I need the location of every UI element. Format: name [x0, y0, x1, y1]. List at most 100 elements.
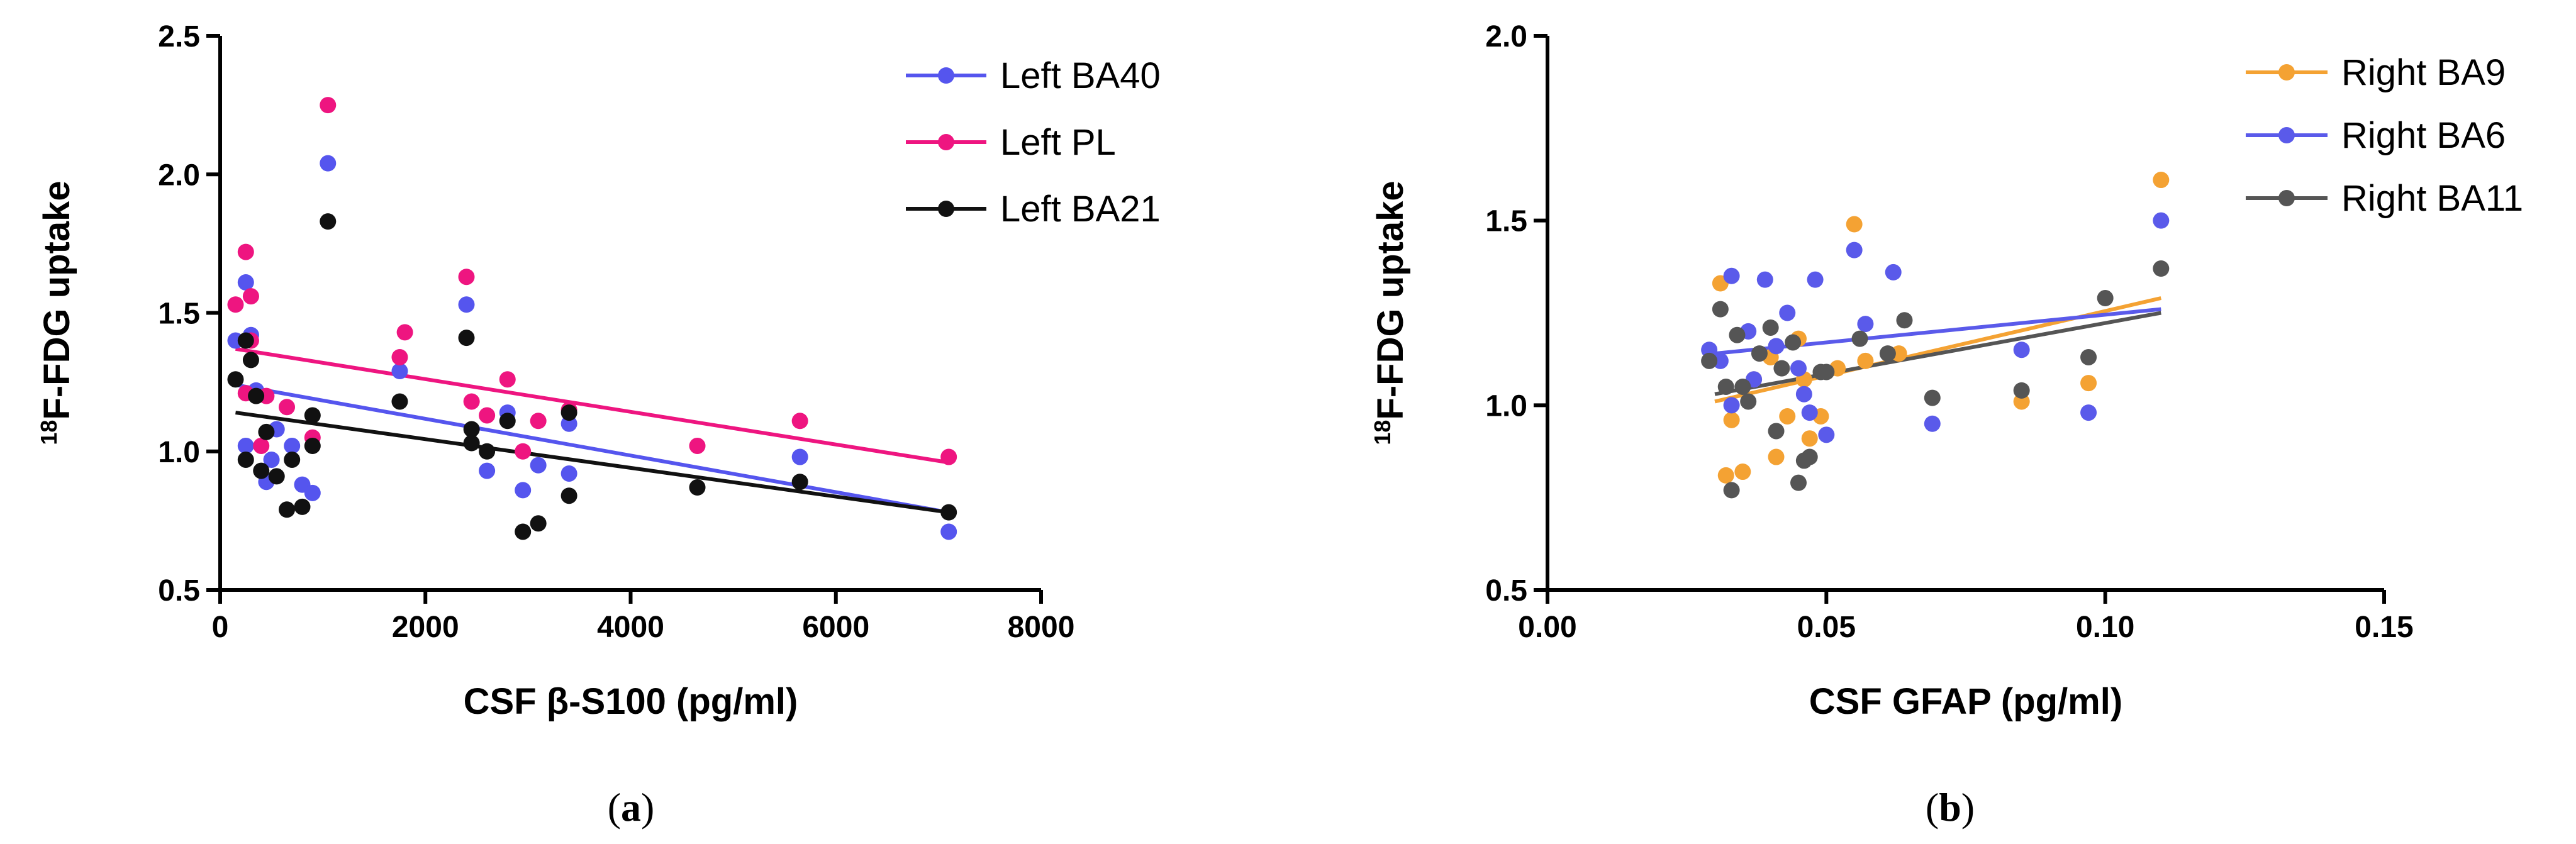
y-axis-label-sup-b: 18 [1369, 420, 1395, 445]
point-left-ba40 [515, 482, 532, 499]
legend-marker-left-ba40 [938, 67, 954, 84]
point-left-pl [242, 288, 259, 305]
y-tick-label-a: 2.0 [158, 158, 200, 192]
point-left-ba21 [463, 421, 480, 438]
point-right-ba6 [1756, 271, 1773, 288]
panel-letter-b: b [1939, 785, 1961, 830]
point-right-ba9 [1717, 467, 1734, 484]
point-left-ba21 [458, 330, 475, 347]
point-right-ba6 [1723, 397, 1740, 414]
legend-label-right-ba11: Right BA11 [2341, 178, 2523, 219]
point-right-ba11 [1734, 378, 1751, 395]
fit-line-left-pl [235, 347, 949, 465]
point-left-ba40 [320, 155, 337, 172]
point-left-ba21 [227, 371, 244, 388]
point-right-ba11 [1729, 326, 1746, 343]
point-left-ba21 [304, 437, 321, 454]
point-left-ba21 [242, 352, 259, 369]
x-tick-label-a: 0 [212, 611, 229, 644]
legend-label-left-ba40: Left BA40 [1000, 55, 1161, 96]
point-right-ba11 [1712, 301, 1729, 318]
point-right-ba11 [2080, 348, 2097, 365]
point-left-pl [940, 448, 957, 465]
x-tick-label-a: 2000 [392, 611, 459, 644]
point-right-ba9 [1768, 448, 1785, 465]
legend-marker-right-ba9 [2278, 64, 2295, 81]
point-left-ba40 [391, 363, 408, 380]
x-tick-label-a: 4000 [597, 611, 664, 644]
point-left-pl [396, 324, 413, 341]
point-left-ba40 [284, 437, 301, 454]
point-left-ba21 [237, 332, 254, 349]
point-right-ba11 [1924, 389, 1941, 406]
legend-label-left-ba21: Left BA21 [1000, 189, 1161, 230]
point-right-ba6 [1807, 271, 1824, 288]
y-axis-label-sup-a: 18 [36, 420, 62, 445]
point-left-pl [237, 243, 254, 260]
point-right-ba9 [1846, 216, 1863, 233]
point-right-ba11 [1768, 423, 1785, 440]
panel-label-a: (a) [608, 785, 655, 830]
point-left-ba40 [304, 484, 321, 501]
fit-line-left-ba40 [235, 383, 949, 514]
point-right-ba6 [1795, 386, 1812, 403]
x-tick-label-b: 0.10 [2076, 611, 2134, 644]
point-left-ba21 [791, 474, 808, 491]
point-right-ba6 [1924, 415, 1941, 432]
legend-marker-left-pl [938, 134, 954, 150]
point-left-ba21 [463, 435, 480, 452]
point-left-ba40 [458, 296, 475, 313]
point-left-ba21 [499, 413, 516, 430]
legend-label-right-ba9: Right BA9 [2341, 52, 2506, 93]
point-left-pl [515, 443, 532, 460]
point-left-ba40 [560, 465, 577, 482]
point-left-ba40 [791, 448, 808, 465]
point-left-ba21 [530, 515, 547, 532]
point-left-pl [279, 399, 296, 416]
y-tick-label-a: 2.5 [158, 20, 200, 53]
point-right-ba11 [1701, 352, 1718, 369]
y-axis-label-main-a: F-FDG uptake [36, 180, 77, 419]
point-right-ba11 [1851, 330, 1868, 347]
point-left-pl [227, 296, 244, 313]
point-left-ba21 [258, 423, 275, 440]
point-left-ba21 [515, 523, 532, 540]
x-tick-label-b: 0.15 [2355, 611, 2413, 644]
fit-line-left-ba21 [235, 411, 949, 514]
point-left-pl [530, 413, 547, 430]
point-left-pl [458, 269, 475, 286]
point-right-ba9 [1857, 352, 1874, 369]
x-tick-label-b: 0.05 [1797, 611, 1856, 644]
point-right-ba6 [1790, 360, 1807, 377]
point-left-pl [791, 413, 808, 430]
point-left-ba40 [479, 462, 496, 479]
point-right-ba11 [1751, 345, 1768, 362]
point-left-ba21 [237, 451, 254, 468]
legend-marker-right-ba6 [2278, 127, 2295, 143]
point-right-ba9 [1779, 408, 1796, 425]
point-right-ba6 [1818, 426, 1835, 443]
point-right-ba11 [1740, 393, 1757, 410]
point-right-ba6 [1768, 338, 1785, 355]
point-right-ba6 [1885, 264, 1902, 280]
panel-label-b: (b) [1926, 785, 1975, 830]
legend-label-right-ba6: Right BA6 [2341, 115, 2506, 156]
y-tick-label-b: 2.0 [1485, 20, 1527, 53]
chart-panel-b: 0.5 1.0 1.5 2.0 0.00 0.05 0.10 0.15 CSF GFAP (pg… [1369, 20, 2523, 830]
point-right-ba11 [1723, 482, 1740, 499]
y-axis-label-a: 18F-FDG uptake [36, 180, 77, 445]
point-right-ba11 [1801, 448, 1818, 465]
y-tick-label-b: 0.5 [1485, 574, 1527, 608]
point-right-ba11 [1717, 378, 1734, 395]
x-axis-label-b: CSF GFAP (pg/ml) [1809, 681, 2122, 722]
point-right-ba6 [2013, 341, 2030, 358]
chart-panel-a: 0.5 1.0 1.5 2.0 2.5 0 2000 4000 6000 8000 CSF β-S1… [36, 20, 1161, 830]
y-tick-label-b: 1.5 [1485, 205, 1527, 238]
point-right-ba11 [1818, 364, 1835, 380]
panel-letter-a: a [621, 785, 641, 830]
fit-line-right-ba11 [1714, 311, 2161, 396]
y-tick-label-a: 0.5 [158, 574, 200, 608]
point-right-ba6 [2153, 212, 2170, 229]
point-left-ba40 [530, 457, 547, 474]
